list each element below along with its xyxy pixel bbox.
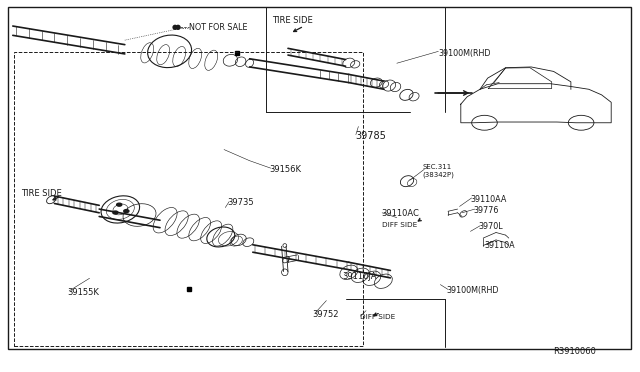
Text: DIFF SIDE: DIFF SIDE bbox=[360, 314, 396, 320]
Text: 3970L: 3970L bbox=[479, 222, 503, 231]
Text: 39785: 39785 bbox=[355, 131, 386, 141]
Circle shape bbox=[124, 209, 129, 212]
Text: 39156K: 39156K bbox=[269, 165, 301, 174]
Text: NOT FOR SALE: NOT FOR SALE bbox=[189, 23, 247, 32]
Circle shape bbox=[116, 203, 122, 206]
Text: ●: ● bbox=[172, 24, 178, 30]
Text: ....: .... bbox=[180, 24, 189, 30]
Text: 39110AC: 39110AC bbox=[381, 209, 419, 218]
Circle shape bbox=[113, 211, 118, 214]
Text: SEC.311
(38342P): SEC.311 (38342P) bbox=[422, 164, 454, 178]
Text: 39100M(RHD: 39100M(RHD bbox=[447, 286, 499, 295]
Text: 39110JA: 39110JA bbox=[342, 272, 377, 280]
Text: TIRE SIDE: TIRE SIDE bbox=[272, 16, 313, 25]
Text: R3910060: R3910060 bbox=[554, 347, 596, 356]
Text: 39735: 39735 bbox=[227, 198, 254, 207]
Text: 39110A: 39110A bbox=[484, 241, 515, 250]
Text: DIFF SIDE: DIFF SIDE bbox=[382, 222, 417, 228]
Ellipse shape bbox=[101, 196, 140, 223]
Text: ●: ● bbox=[175, 24, 181, 30]
Text: 39752: 39752 bbox=[312, 310, 339, 319]
Text: 39776: 39776 bbox=[474, 206, 499, 215]
Text: 39110AA: 39110AA bbox=[470, 195, 507, 203]
Text: 39155K: 39155K bbox=[67, 288, 99, 296]
Text: 39100M(RHD: 39100M(RHD bbox=[438, 49, 491, 58]
Text: TIRE SIDE: TIRE SIDE bbox=[21, 189, 62, 198]
Bar bbox=[14, 52, 363, 346]
